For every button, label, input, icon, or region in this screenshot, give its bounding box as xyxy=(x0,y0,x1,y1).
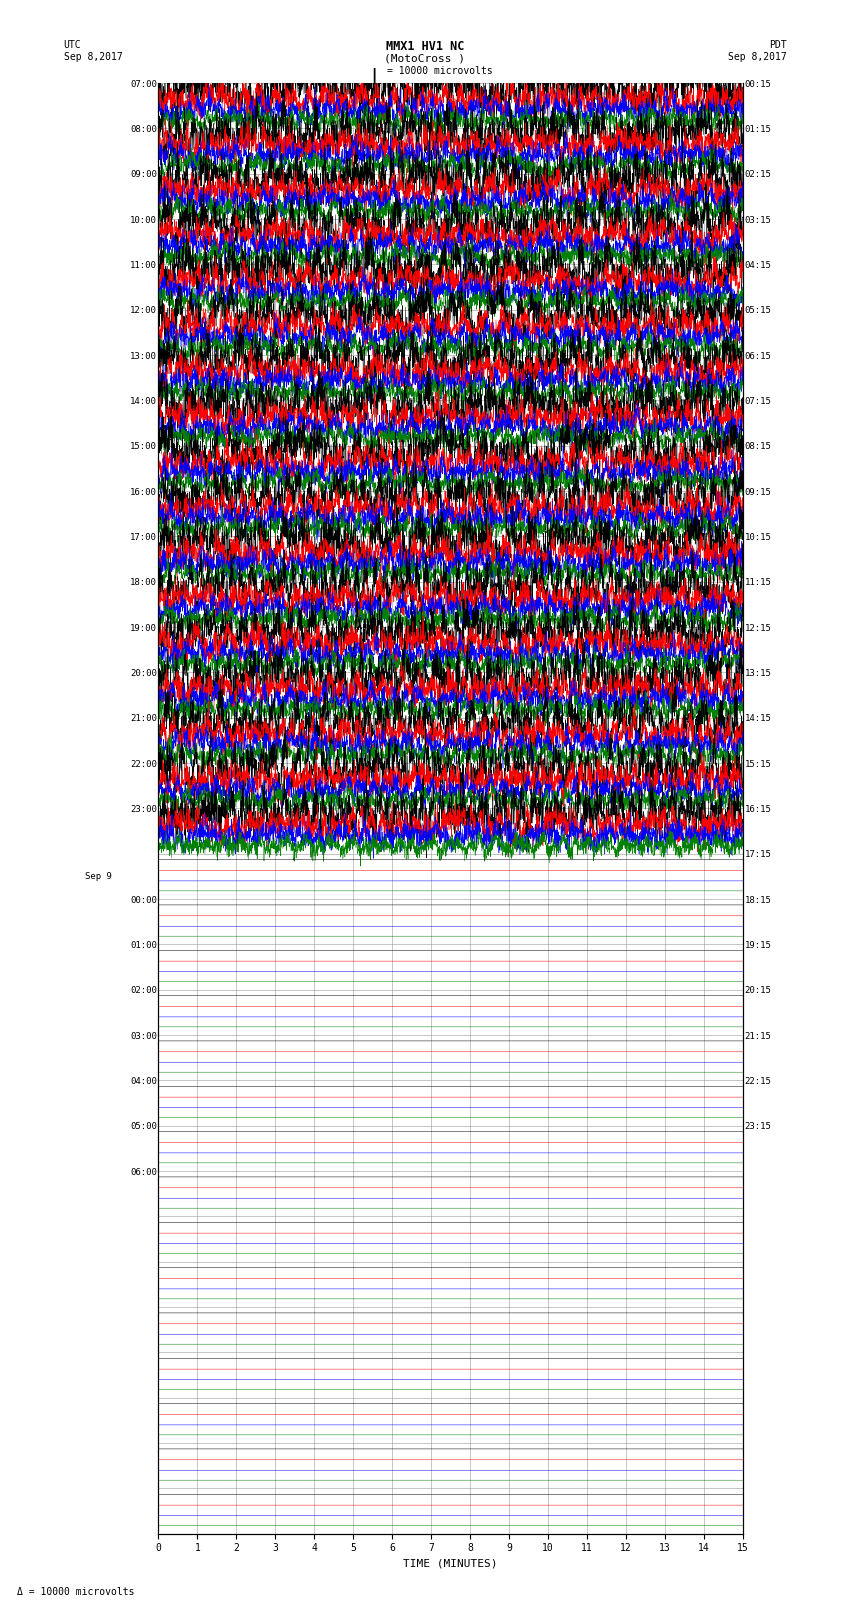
Text: |: | xyxy=(370,68,378,84)
Text: Sep 9: Sep 9 xyxy=(85,873,111,881)
Text: Sep 8,2017: Sep 8,2017 xyxy=(64,52,122,61)
Text: Δ = 10000 microvolts: Δ = 10000 microvolts xyxy=(17,1587,134,1597)
Text: PDT: PDT xyxy=(768,40,786,50)
Text: = 10000 microvolts: = 10000 microvolts xyxy=(387,66,492,76)
X-axis label: TIME (MINUTES): TIME (MINUTES) xyxy=(404,1560,498,1569)
Text: UTC: UTC xyxy=(64,40,82,50)
Text: (MotoCross ): (MotoCross ) xyxy=(384,53,466,63)
Text: Sep 8,2017: Sep 8,2017 xyxy=(728,52,786,61)
Text: MMX1 HV1 NC: MMX1 HV1 NC xyxy=(386,40,464,53)
